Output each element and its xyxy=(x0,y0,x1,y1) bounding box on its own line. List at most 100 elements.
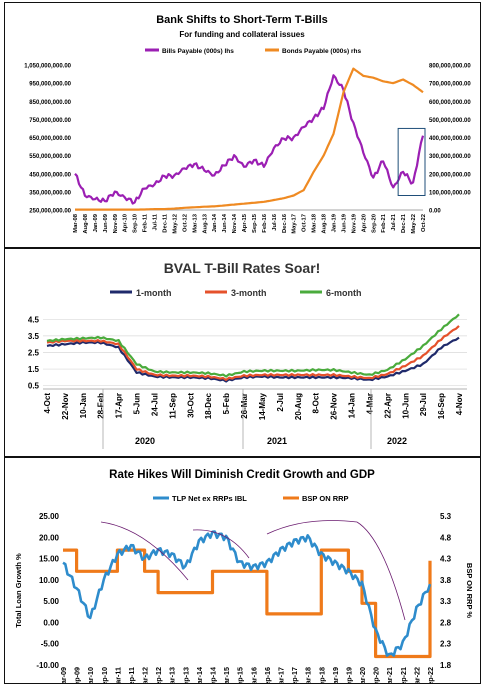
chart-rate-hikes: Rate Hikes Will Diminish Credit Growth a… xyxy=(14,469,474,683)
x-tick-label: Sep-22 xyxy=(426,667,435,683)
x-tick-label: 4-Nov xyxy=(455,392,464,415)
right-tick-label: 400,000,000.00 xyxy=(429,136,471,142)
year-label: 2020 xyxy=(135,436,155,446)
y-tick-label: 3.5 xyxy=(28,332,40,341)
x-tick-label: Sep-14 xyxy=(209,667,218,683)
legend-label: 3-month xyxy=(231,288,267,298)
x-tick-label: Sep-20 xyxy=(371,214,377,233)
x-tick-label: Apr-10 xyxy=(123,214,129,232)
x-tick-label: Jun-09 xyxy=(103,213,109,232)
series-line xyxy=(46,336,460,383)
chart-panel-rate-hikes: Rate Hikes Will Diminish Credit Growth a… xyxy=(4,457,481,684)
x-tick-label: Mar-09 xyxy=(59,667,68,683)
y-tick-label: 1.5 xyxy=(28,365,40,374)
x-tick-label: Sep-15 xyxy=(236,667,245,683)
x-tick-label: Jul-21 xyxy=(391,213,397,231)
series-line xyxy=(46,325,460,381)
x-tick-label: Mar-13 xyxy=(192,213,198,232)
x-tick-label: 8-Oct xyxy=(312,393,321,414)
x-tick-label: 30-Oct xyxy=(186,393,195,418)
series-line xyxy=(74,74,425,205)
x-tick-label: 20-Aug xyxy=(294,393,303,420)
x-tick-label: Sep-13 xyxy=(181,667,190,683)
left-tick-label: 10.00 xyxy=(39,576,60,585)
x-tick-label: 24-Jul xyxy=(150,393,159,416)
x-tick-label: Mar-18 xyxy=(312,213,318,232)
right-tick-label: 3.3 xyxy=(440,597,452,606)
x-tick-label: 10-Jun xyxy=(401,393,410,419)
trend-arc xyxy=(192,529,250,559)
x-tick-label: 14-May xyxy=(258,392,267,420)
x-tick-label: Mar-11 xyxy=(113,667,122,683)
x-tick-label: Feb-21 xyxy=(381,213,387,232)
x-tick-label: Nov-14 xyxy=(232,213,238,233)
right-tick-label: 2.8 xyxy=(440,618,452,627)
x-tick-label: Dec-16 xyxy=(282,213,288,233)
x-tick-label: Mar-22 xyxy=(412,667,421,683)
x-tick-label: Mar-19 xyxy=(331,667,340,683)
y-axis-label-right: BSP ON RRP % xyxy=(465,563,474,618)
x-tick-label: May-12 xyxy=(172,214,178,234)
x-tick-label: Jun-19 xyxy=(341,213,347,232)
year-label: 2021 xyxy=(267,436,287,446)
x-tick-label: Mar-14 xyxy=(195,667,204,683)
legend-label: 1-month xyxy=(136,288,172,298)
left-tick-label: 350,000,000.00 xyxy=(29,190,71,196)
x-tick-label: Mar-16 xyxy=(249,667,258,683)
x-tick-label: Oct-17 xyxy=(302,214,308,232)
x-tick-label: Jul-11 xyxy=(153,213,159,230)
x-tick-label: Apr-15 xyxy=(242,213,248,232)
x-tick-label: Mar-08 xyxy=(73,213,79,232)
x-tick-label: Mar-10 xyxy=(86,667,95,683)
right-tick-label: 600,000,000.00 xyxy=(429,100,471,106)
x-tick-label: 4-Oct xyxy=(43,393,52,414)
x-tick-label: Mar-15 xyxy=(222,667,231,683)
x-tick-label: 28-Feb xyxy=(97,393,106,419)
x-tick-label: Dec-21 xyxy=(401,213,407,233)
x-tick-label: Sep-18 xyxy=(317,667,326,683)
left-tick-label: 950,000,000.00 xyxy=(29,82,71,88)
y-axis-label-left: Total Loan Growth % xyxy=(14,553,23,628)
x-tick-label: Mar-20 xyxy=(358,667,367,683)
x-tick-label: Aug-18 xyxy=(322,213,328,233)
right-tick-label: 2.3 xyxy=(440,640,452,649)
x-tick-label: 5-Jun xyxy=(133,393,142,414)
x-tick-label: Aug-13 xyxy=(202,213,208,233)
series-line-loan-growth xyxy=(62,530,432,657)
x-tick-label: Feb-11 xyxy=(143,213,149,232)
x-tick-label: Jan-19 xyxy=(332,213,338,232)
series-line xyxy=(46,313,460,378)
right-tick-label: 4.8 xyxy=(440,533,452,542)
legend-label: TLP Net ex RRPs IBL xyxy=(172,494,247,503)
x-tick-label: Feb-16 xyxy=(262,213,268,232)
chart-title: BVAL T-Bill Rates Soar! xyxy=(164,260,321,276)
right-tick-label: 5.3 xyxy=(440,512,452,521)
series-line-rrp xyxy=(63,548,432,659)
x-tick-label: Aug-08 xyxy=(83,213,89,233)
x-tick-label: Mar-17 xyxy=(276,667,285,683)
x-tick-label: Oct-22 xyxy=(421,214,427,232)
left-tick-label: 0.00 xyxy=(43,618,59,627)
x-tick-label: Oct-12 xyxy=(182,214,188,232)
x-tick-label: May-22 xyxy=(411,214,417,234)
x-tick-label: Apr-20 xyxy=(361,214,367,232)
series-line xyxy=(75,67,424,211)
left-tick-label: 750,000,000.00 xyxy=(29,118,71,124)
x-tick-label: 16-Sep xyxy=(437,393,446,419)
x-tick-label: Sep-19 xyxy=(344,667,353,683)
x-tick-label: 22-Nov xyxy=(61,392,70,419)
right-tick-label: 200,000,000.00 xyxy=(429,172,471,178)
x-tick-label: 4-Mar xyxy=(365,393,374,414)
x-tick-label: Nov-19 xyxy=(351,213,357,233)
x-tick-label: 26-Mar xyxy=(240,393,249,419)
x-tick-label: 22-Apr xyxy=(383,393,392,418)
left-tick-label: 250,000,000.00 xyxy=(29,209,71,215)
left-tick-label: 850,000,000.00 xyxy=(29,100,71,106)
legend-label: Bonds Payable (000s) rhs xyxy=(282,48,361,55)
trend-arc xyxy=(356,521,406,621)
legend-label: 6-month xyxy=(326,288,362,298)
x-tick-label: 26-Nov xyxy=(330,392,339,419)
x-tick-label: Mar-12 xyxy=(141,667,150,683)
x-tick-label: Mar-21 xyxy=(385,667,394,683)
y-tick-label: 4.5 xyxy=(28,315,40,324)
